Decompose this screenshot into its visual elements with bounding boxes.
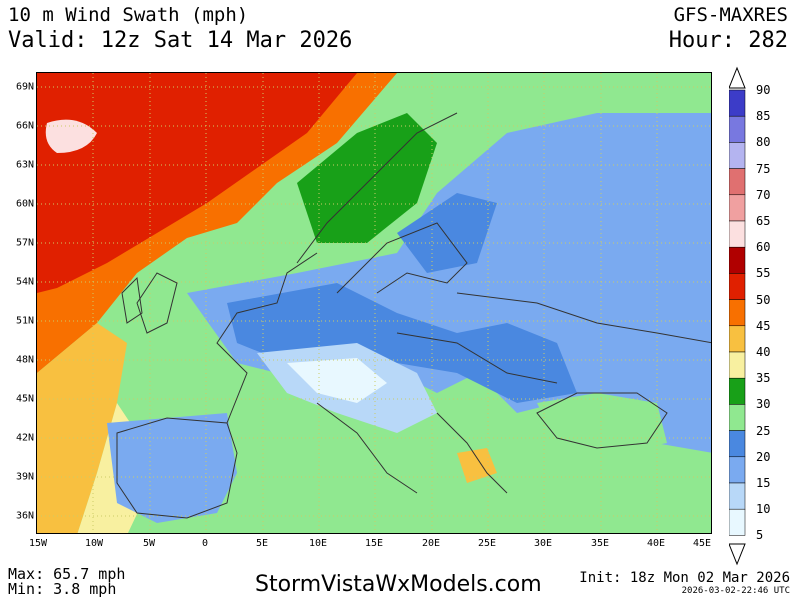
render-timestamp: 2026-03-02-22:46 UTC bbox=[681, 586, 790, 596]
legend-swatch-80-85 bbox=[728, 115, 746, 143]
legend-label-75: 75 bbox=[756, 161, 771, 176]
init-time: Init: 18z Mon 02 Mar 2026 bbox=[579, 570, 790, 586]
central-europe-dark-blue bbox=[227, 283, 577, 403]
legend-label-50: 50 bbox=[756, 292, 771, 307]
lon-label-0: 0 bbox=[201, 538, 209, 549]
atlantic-peak-zone bbox=[45, 119, 97, 153]
lat-label-57n: 57N bbox=[15, 237, 34, 249]
legend-swatch-65-70 bbox=[728, 194, 746, 222]
lat-label-60n: 60N bbox=[15, 198, 34, 210]
atlantic-red-zone bbox=[37, 73, 357, 293]
min-wind-readout: Min: 3.8 mph bbox=[8, 580, 117, 598]
lon-label-10w: 10W bbox=[84, 538, 104, 549]
legend-bar bbox=[728, 66, 746, 566]
atlantic-yellow-zone bbox=[37, 323, 127, 533]
legend-label-30: 30 bbox=[756, 397, 771, 412]
legend-swatch-60-65 bbox=[728, 220, 746, 248]
lat-label-39n: 39N bbox=[15, 471, 34, 483]
aegean-yellow bbox=[457, 448, 497, 483]
graticule bbox=[37, 73, 711, 533]
legend-swatch-55-60 bbox=[728, 246, 746, 274]
wind-swath-map bbox=[36, 72, 712, 534]
legend-swatch-5-10 bbox=[728, 508, 746, 536]
model-name: GFS-MAXRES bbox=[673, 4, 788, 26]
legend-label-15: 15 bbox=[756, 476, 771, 490]
map-canvas bbox=[37, 73, 711, 533]
lon-label-35e: 35E bbox=[590, 538, 610, 549]
legend-label-55: 55 bbox=[756, 266, 771, 281]
legend-swatch-35-40 bbox=[728, 351, 746, 379]
legend-label-25: 25 bbox=[756, 423, 771, 438]
lon-label-5e: 5E bbox=[255, 538, 269, 549]
lon-label-45e: 45E bbox=[692, 538, 712, 549]
legend-label-65: 65 bbox=[756, 214, 771, 228]
legend-label-40: 40 bbox=[756, 345, 771, 359]
scandinavia-green bbox=[297, 113, 437, 243]
legend-swatch-10-15 bbox=[728, 482, 746, 510]
legend-swatch-40-45 bbox=[728, 325, 746, 353]
europe-blue-zone bbox=[187, 113, 711, 453]
legend-top-arrow bbox=[728, 66, 746, 89]
color-legend bbox=[728, 66, 789, 566]
lon-label-20e: 20E bbox=[421, 538, 441, 549]
legend-swatch-50-55 bbox=[728, 273, 746, 300]
legend-label-45: 45 bbox=[756, 318, 771, 333]
legend-label-10: 10 bbox=[756, 502, 771, 517]
legend-label-60: 60 bbox=[756, 240, 771, 255]
lat-label-45n: 45N bbox=[15, 393, 34, 405]
map-title: 10 m Wind Swath (mph) bbox=[8, 4, 249, 26]
legend-label-70: 70 bbox=[756, 187, 771, 202]
legend-label-80: 80 bbox=[756, 135, 771, 150]
legend-swatch-85-90 bbox=[728, 89, 746, 117]
valid-time: Valid: 12z Sat 14 Mar 2026 bbox=[8, 28, 353, 53]
lat-label-51n: 51N bbox=[15, 315, 34, 327]
lon-label-25e: 25E bbox=[477, 538, 497, 549]
forecast-hour: Hour: 282 bbox=[668, 28, 788, 53]
legend-label-35: 35 bbox=[756, 371, 771, 386]
mediterranean-green bbox=[237, 453, 711, 533]
lat-label-36n: 36N bbox=[15, 510, 34, 522]
legend-swatch-30-35 bbox=[728, 377, 746, 405]
lat-label-63n: 63N bbox=[15, 159, 34, 171]
lon-label-15w: 15W bbox=[28, 538, 48, 549]
lat-label-42n: 42N bbox=[15, 432, 34, 444]
max-wind-readout: Max: 65.7 mph bbox=[8, 565, 126, 583]
lon-label-5w: 5W bbox=[142, 538, 156, 549]
legend-swatch-70-75 bbox=[728, 168, 746, 196]
legend-swatch-25-30 bbox=[728, 404, 746, 431]
lat-label-48n: 48N bbox=[15, 354, 34, 366]
legend-label-5: 5 bbox=[756, 528, 764, 543]
site-credit[interactable]: StormVistaWxModels.com bbox=[255, 572, 542, 597]
lon-label-40e: 40E bbox=[646, 538, 666, 549]
alps-calm-zone bbox=[287, 358, 387, 403]
legend-swatch-15-20 bbox=[728, 456, 746, 484]
legend-label-90: 90 bbox=[756, 83, 771, 97]
lat-label-54n: 54N bbox=[15, 276, 34, 288]
legend-label-20: 20 bbox=[756, 449, 771, 464]
legend-swatch-45-50 bbox=[728, 299, 746, 327]
iberia-blue bbox=[107, 413, 237, 523]
lat-label-66n: 66N bbox=[15, 120, 34, 132]
legend-bottom-arrow bbox=[728, 543, 746, 566]
lon-label-10e: 10E bbox=[308, 538, 328, 549]
coastlines bbox=[116, 112, 711, 519]
baltic-blue bbox=[397, 193, 497, 273]
legend-swatch-75-80 bbox=[728, 142, 746, 169]
legend-label-85: 85 bbox=[756, 109, 771, 124]
lon-label-30e: 30E bbox=[533, 538, 553, 549]
lat-label-69n: 69N bbox=[15, 81, 34, 93]
legend-swatch-20-25 bbox=[728, 430, 746, 458]
lon-label-15e: 15E bbox=[364, 538, 384, 549]
